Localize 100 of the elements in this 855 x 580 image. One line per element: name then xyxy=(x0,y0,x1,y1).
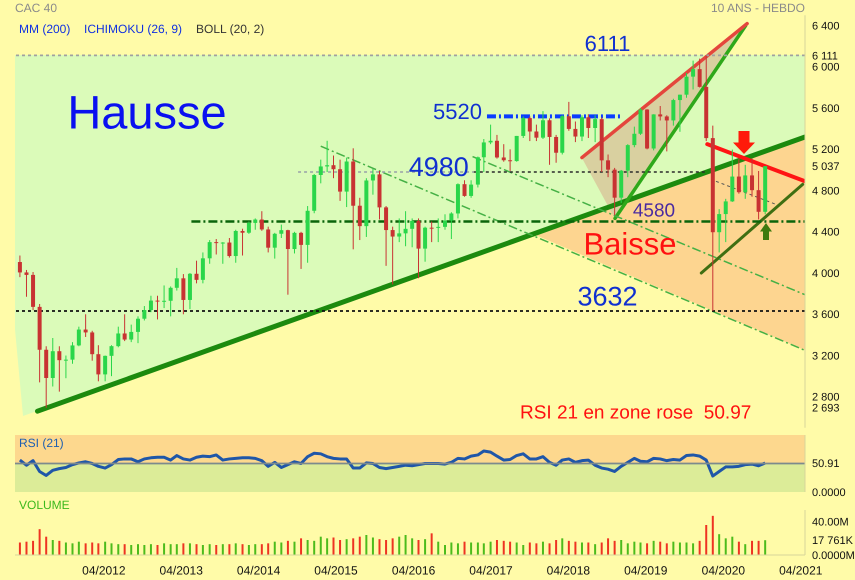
bar xyxy=(614,540,616,555)
candlestick xyxy=(554,134,558,164)
candlestick xyxy=(279,224,284,238)
y-tick-label: 17 761K xyxy=(812,535,854,548)
bar xyxy=(58,540,60,555)
candlestick xyxy=(658,106,662,121)
bar xyxy=(339,540,342,555)
bar xyxy=(196,544,198,555)
candlestick xyxy=(750,158,754,198)
bar xyxy=(156,545,159,555)
candlestick xyxy=(449,212,454,240)
candlestick xyxy=(142,306,146,321)
candlestick xyxy=(390,226,395,285)
candlestick xyxy=(129,324,134,343)
candlestick xyxy=(717,208,722,253)
x-tick-label: 04/2015 xyxy=(314,564,358,578)
bar xyxy=(516,542,518,555)
candlestick xyxy=(548,118,552,166)
candlestick xyxy=(671,98,676,126)
bar xyxy=(620,540,622,555)
annotation: Hausse xyxy=(67,86,227,138)
y-tick-label: 6 400 xyxy=(812,20,840,32)
candlestick xyxy=(404,210,408,247)
y-tick-label: 2 800 xyxy=(812,392,840,404)
y-tick-label: 4 000 xyxy=(812,268,840,280)
candlestick xyxy=(678,94,682,132)
bar xyxy=(84,543,87,555)
bar xyxy=(456,543,459,555)
candlestick xyxy=(57,346,62,392)
candlestick xyxy=(122,314,127,342)
bar xyxy=(385,540,388,555)
bar xyxy=(490,542,492,555)
bar xyxy=(300,538,302,555)
candlestick xyxy=(743,164,748,200)
bar xyxy=(182,543,184,555)
bar xyxy=(222,544,224,555)
candlestick xyxy=(181,274,186,315)
bar xyxy=(286,540,289,555)
y-tick-label: 3 600 xyxy=(812,309,840,322)
bar xyxy=(130,545,132,555)
candlestick xyxy=(410,218,414,248)
candlestick xyxy=(698,58,702,88)
bar xyxy=(228,544,230,555)
bar xyxy=(574,542,576,555)
candlestick xyxy=(90,330,94,362)
x-tick-label: 04/2014 xyxy=(236,564,281,578)
candlestick xyxy=(482,138,486,173)
candlestick xyxy=(580,114,584,142)
bar xyxy=(234,543,237,555)
chart-title: RSI (21) xyxy=(19,436,64,450)
bar xyxy=(313,540,316,555)
bar xyxy=(509,542,512,555)
x-tick-label: 04/2013 xyxy=(160,564,204,578)
candlestick xyxy=(260,210,264,232)
bar xyxy=(646,543,648,555)
annotation: 4580 xyxy=(632,200,676,222)
bar xyxy=(242,544,244,555)
y-tick-label: 6 111 xyxy=(812,50,838,62)
bar xyxy=(91,542,94,555)
bar xyxy=(352,538,354,555)
bar xyxy=(202,545,204,555)
bar xyxy=(404,535,407,555)
candlestick xyxy=(436,218,440,243)
x-tick-label: 04/2017 xyxy=(469,564,513,578)
candlestick xyxy=(84,314,88,338)
candlestick xyxy=(96,344,100,382)
candlestick xyxy=(494,134,499,160)
bar xyxy=(600,542,603,555)
candlestick xyxy=(370,168,375,196)
candlestick xyxy=(534,124,538,142)
y-tick-label: 40.00M xyxy=(812,516,849,529)
bar xyxy=(724,538,727,555)
candlestick xyxy=(246,221,251,234)
bar xyxy=(587,542,590,555)
bar xyxy=(731,536,734,555)
bar xyxy=(678,542,681,555)
bar xyxy=(117,544,120,555)
bar xyxy=(346,539,348,555)
candlestick xyxy=(724,198,728,243)
y-tick-label: 6 000 xyxy=(812,62,840,74)
bar xyxy=(555,540,558,555)
candlestick xyxy=(586,114,590,138)
bar xyxy=(110,543,112,555)
bar xyxy=(476,542,479,555)
y-tick-label: 5 200 xyxy=(812,144,840,156)
annotation: ICHIMOKU (26, 9) xyxy=(84,22,182,36)
bar xyxy=(365,535,368,555)
bar xyxy=(758,540,760,555)
bar xyxy=(535,543,538,555)
bar xyxy=(124,544,126,555)
annotation: MM (200) xyxy=(19,22,70,36)
candlestick xyxy=(606,154,610,178)
candlestick xyxy=(18,255,22,278)
bar xyxy=(542,542,544,555)
candlestick xyxy=(208,240,212,264)
x-tick-label: 04/2021 xyxy=(779,564,823,578)
bar xyxy=(692,543,694,555)
y-tick-label: 3 200 xyxy=(812,350,840,362)
bar xyxy=(45,536,48,555)
bar xyxy=(170,544,172,555)
